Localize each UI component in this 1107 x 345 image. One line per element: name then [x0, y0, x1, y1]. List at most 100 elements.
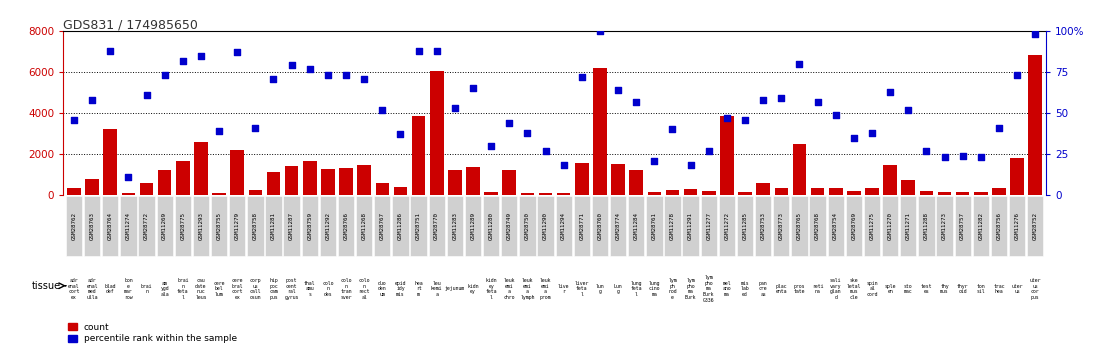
Text: thyr
oid: thyr oid — [956, 284, 969, 294]
Text: GSM11274: GSM11274 — [126, 212, 131, 240]
Text: liver
feta
l: liver feta l — [575, 280, 589, 297]
Bar — [1028, 55, 1042, 195]
Bar — [883, 165, 897, 195]
FancyBboxPatch shape — [428, 196, 445, 256]
Text: adr
enal
med
ulla: adr enal med ulla — [86, 278, 97, 300]
Point — [899, 107, 917, 112]
Text: GSM28750: GSM28750 — [525, 212, 530, 240]
Bar — [557, 193, 570, 195]
Text: GSM11271: GSM11271 — [906, 212, 911, 240]
Text: live
r: live r — [558, 284, 569, 294]
Point — [954, 153, 972, 158]
FancyBboxPatch shape — [102, 196, 118, 256]
Point — [628, 99, 645, 104]
Bar — [992, 188, 1006, 195]
Text: GSM11278: GSM11278 — [670, 212, 675, 240]
Bar — [539, 193, 552, 195]
Point — [555, 163, 572, 168]
Text: GSM28758: GSM28758 — [252, 212, 258, 240]
FancyBboxPatch shape — [773, 196, 789, 256]
FancyBboxPatch shape — [863, 196, 880, 256]
Text: GSM28771: GSM28771 — [579, 212, 584, 240]
Text: am
ygd
ala: am ygd ala — [161, 280, 169, 297]
FancyBboxPatch shape — [592, 196, 608, 256]
FancyBboxPatch shape — [483, 196, 499, 256]
FancyBboxPatch shape — [247, 196, 263, 256]
Text: brai
n: brai n — [141, 284, 153, 294]
Text: GSM28768: GSM28768 — [815, 212, 820, 240]
Text: GSM28770: GSM28770 — [434, 212, 439, 240]
Text: uter
us: uter us — [1012, 284, 1023, 294]
Text: hip
poc
cam
pus: hip poc cam pus — [269, 278, 278, 300]
Text: leuk
emi
a
prom: leuk emi a prom — [540, 278, 551, 300]
Bar — [721, 116, 734, 195]
FancyBboxPatch shape — [121, 196, 136, 256]
Text: ske
letal
mus
cle: ske letal mus cle — [847, 278, 861, 300]
FancyBboxPatch shape — [846, 196, 862, 256]
FancyBboxPatch shape — [1027, 196, 1044, 256]
Text: GSM28765: GSM28765 — [797, 212, 801, 240]
Text: GSM11294: GSM11294 — [561, 212, 566, 240]
Point — [373, 107, 391, 112]
Point — [537, 148, 555, 154]
Text: GSM11285: GSM11285 — [743, 212, 747, 240]
FancyBboxPatch shape — [156, 196, 173, 256]
Text: lym
pho
ma
Burk: lym pho ma Burk — [685, 278, 696, 300]
Point — [718, 115, 736, 121]
FancyBboxPatch shape — [138, 196, 155, 256]
Bar — [829, 188, 842, 195]
Text: GSM28774: GSM28774 — [615, 212, 621, 240]
Text: GSM11276: GSM11276 — [1015, 212, 1020, 240]
Point — [156, 72, 174, 78]
FancyBboxPatch shape — [301, 196, 318, 256]
Text: leu
kemi
a: leu kemi a — [431, 280, 443, 297]
FancyBboxPatch shape — [718, 196, 735, 256]
Bar — [738, 192, 752, 195]
Point — [228, 50, 246, 55]
Point — [736, 117, 754, 122]
Text: GSM28751: GSM28751 — [416, 212, 421, 240]
Text: sple
en: sple en — [884, 284, 896, 294]
Text: GSM11284: GSM11284 — [633, 212, 639, 240]
Text: GSM11293: GSM11293 — [198, 212, 204, 240]
Text: test
es: test es — [921, 284, 932, 294]
Point — [282, 63, 300, 68]
Bar — [665, 190, 680, 195]
Text: GSM11282: GSM11282 — [979, 212, 983, 240]
Point — [935, 155, 953, 160]
Bar — [303, 161, 317, 195]
Point — [863, 130, 881, 136]
Bar — [394, 187, 407, 195]
Text: GSM11290: GSM11290 — [544, 212, 548, 240]
Bar — [630, 170, 643, 195]
Text: GSM28764: GSM28764 — [107, 212, 113, 240]
Point — [83, 97, 101, 103]
FancyBboxPatch shape — [537, 196, 554, 256]
Text: post
cent
ral
gyrus: post cent ral gyrus — [284, 278, 299, 300]
Text: GSM11270: GSM11270 — [888, 212, 892, 240]
Point — [700, 148, 717, 154]
FancyBboxPatch shape — [211, 196, 227, 256]
Point — [355, 76, 373, 81]
Bar — [866, 188, 879, 195]
Text: colo
n
rect
al: colo n rect al — [359, 278, 370, 300]
FancyBboxPatch shape — [755, 196, 772, 256]
Bar — [503, 170, 516, 195]
FancyBboxPatch shape — [447, 196, 463, 256]
Text: GSM11291: GSM11291 — [689, 212, 693, 240]
Text: GSM28753: GSM28753 — [761, 212, 766, 240]
FancyBboxPatch shape — [809, 196, 826, 256]
Text: leuk
emi
a
lymph: leuk emi a lymph — [520, 278, 535, 300]
Bar — [358, 165, 371, 195]
Text: colo
n
des: colo n des — [322, 280, 333, 297]
FancyBboxPatch shape — [573, 196, 590, 256]
Text: lung
cino
ma: lung cino ma — [649, 280, 660, 297]
FancyBboxPatch shape — [828, 196, 844, 256]
Point — [682, 163, 700, 168]
Text: GSM11287: GSM11287 — [289, 212, 294, 240]
FancyBboxPatch shape — [411, 196, 426, 256]
Bar — [648, 192, 661, 195]
Bar — [955, 192, 970, 195]
FancyBboxPatch shape — [175, 196, 192, 256]
FancyBboxPatch shape — [84, 196, 101, 256]
